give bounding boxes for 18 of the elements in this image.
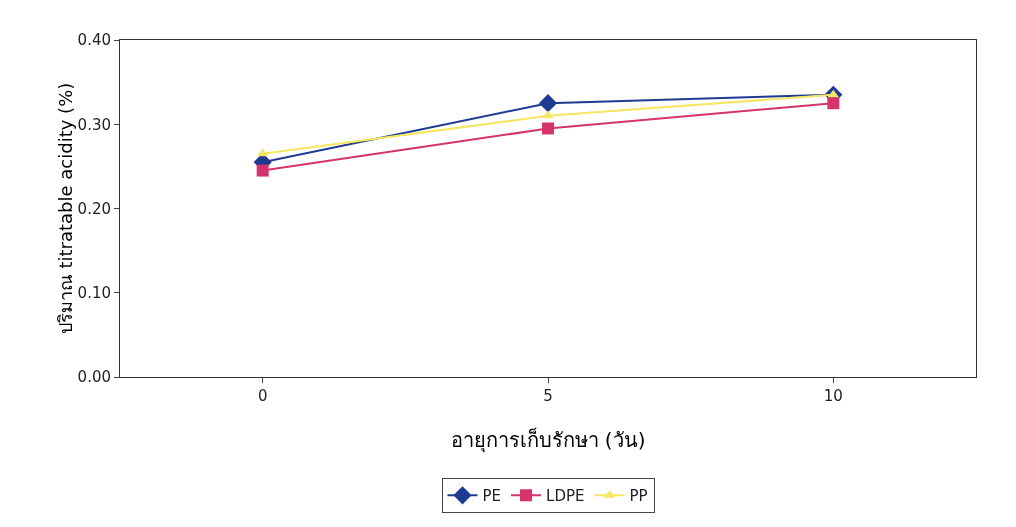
legend-label: LDPE [546, 487, 585, 506]
y-axis-title: ปริมาณ titratable acidity (%) [54, 82, 76, 335]
point [542, 122, 554, 135]
x-tick-label: 0 [257, 387, 268, 405]
y-tick-label: 0.20 [77, 199, 111, 218]
point [827, 97, 840, 110]
point [542, 110, 554, 119]
y-tick-label: 0.10 [77, 284, 111, 302]
x-tick-label: 10 [823, 387, 843, 405]
y-tick-label: 0.00 [77, 368, 111, 387]
legend-label: PP [629, 487, 648, 506]
x-axis-title: อายุการเก็บรักษา (วัน) [450, 427, 646, 453]
legend-label: PE [482, 487, 502, 506]
y-tick-label: 0.30 [77, 115, 111, 134]
x-tick-label: 5 [543, 387, 553, 405]
point [256, 164, 269, 177]
y-tick-label: 0.40 [77, 31, 111, 50]
point [538, 94, 558, 113]
